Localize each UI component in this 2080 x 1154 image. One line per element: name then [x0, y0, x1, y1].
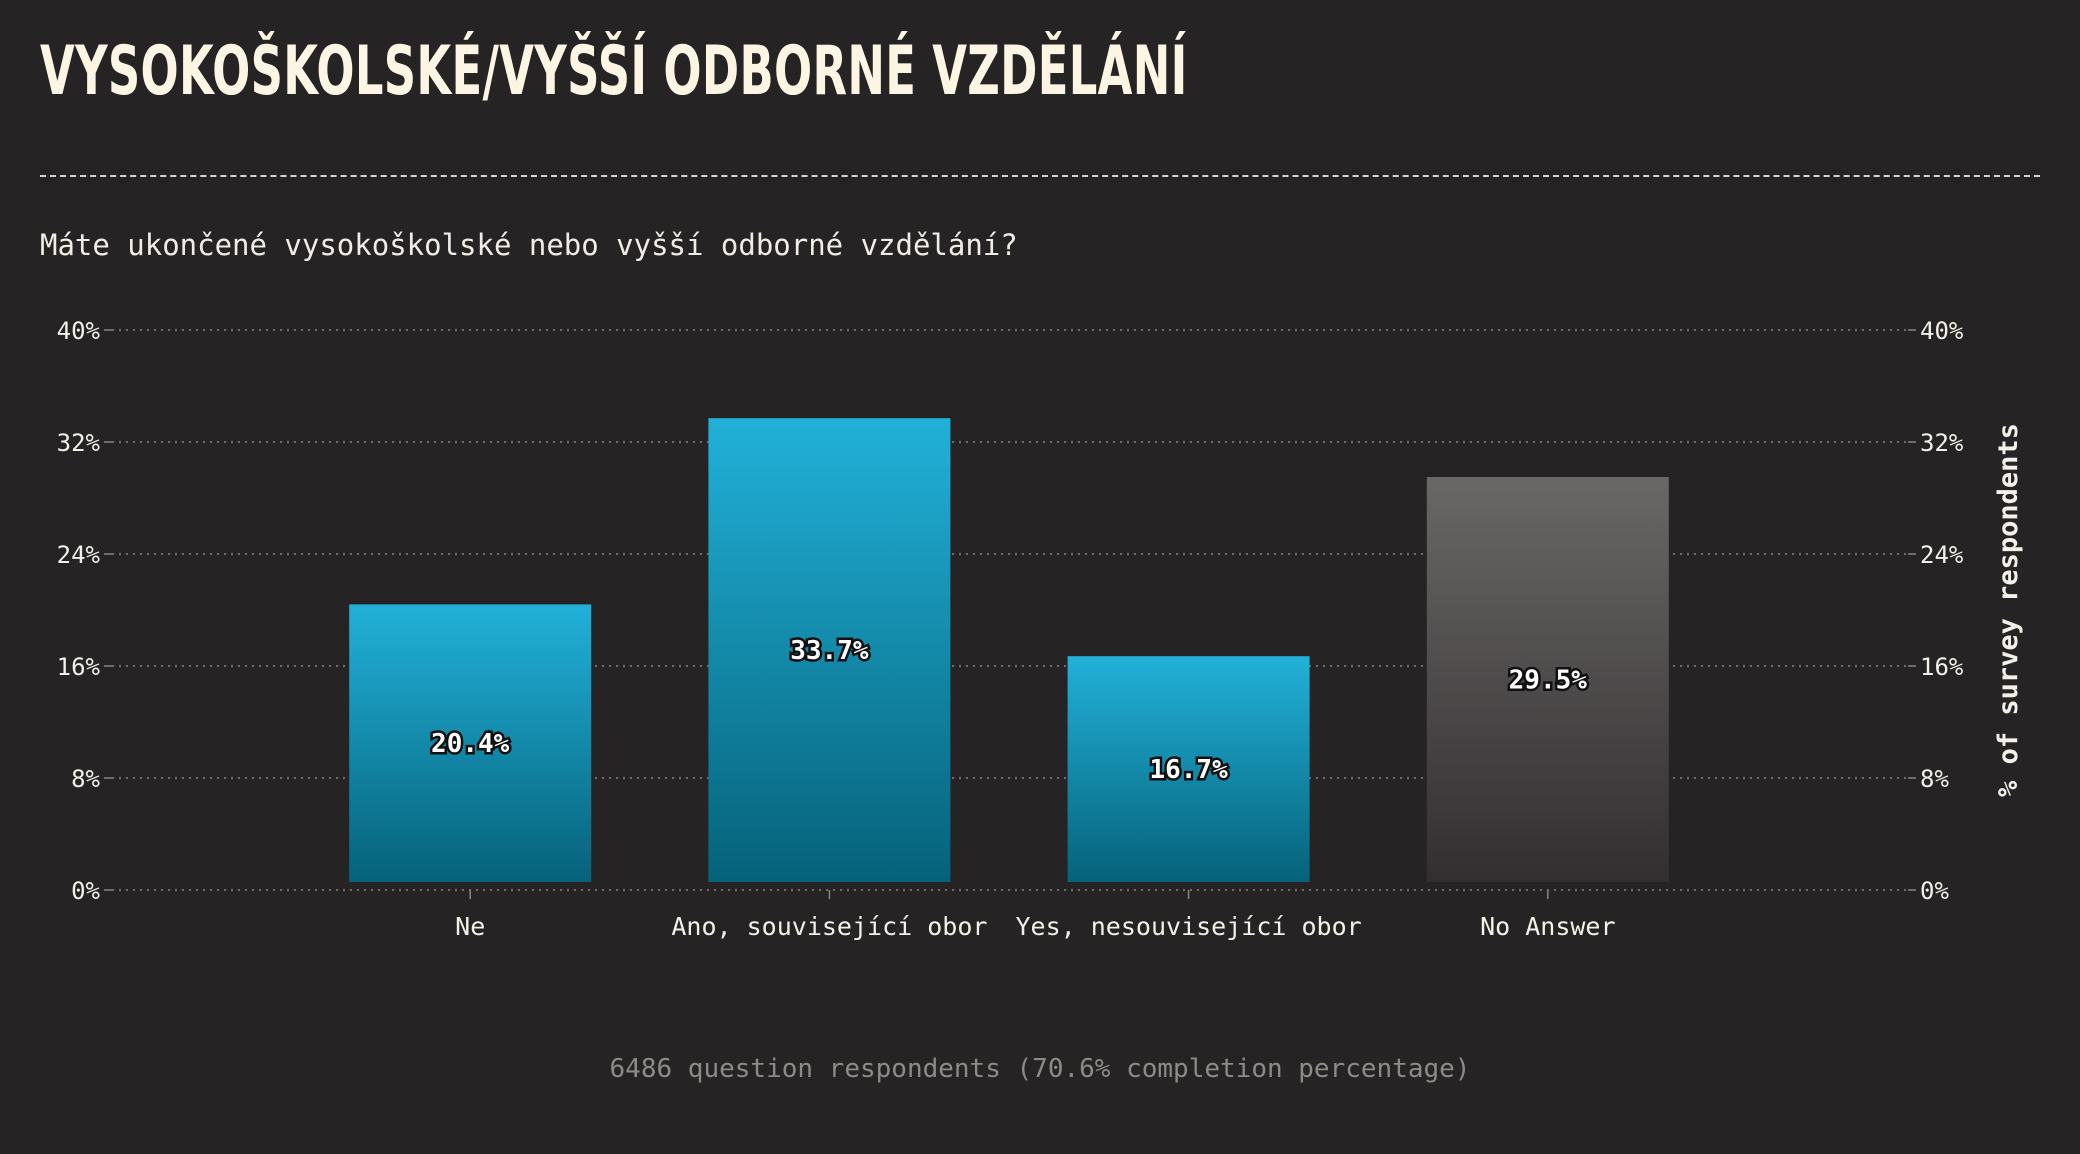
y-axis-label: % of survey respondents: [1993, 423, 2024, 797]
bar: [708, 418, 951, 882]
bar: [1067, 656, 1310, 882]
x-tick-label: Ne: [455, 912, 485, 941]
page-title: VYSOKOŠKOLSKÉ/VYŠŠÍ ODBORNÉ VZDĚLÁNÍ: [40, 32, 1188, 111]
bars: [349, 418, 1669, 882]
x-tick-label: Yes, nesouvisející obor: [1016, 912, 1362, 941]
bar: [349, 604, 592, 882]
y-tick-label: 32%: [57, 429, 101, 457]
y-tick-label: 0%: [1920, 877, 1949, 905]
y-tick-label: 16%: [1920, 653, 1964, 681]
data-label: 20.4%: [431, 729, 510, 759]
y-tick-label: 16%: [57, 653, 101, 681]
data-label: 29.5%: [1509, 666, 1588, 696]
y-axis-right: 0% 8% 16% 24% 32% 40%: [1908, 317, 1964, 905]
respondents-note: 6486 question respondents (70.6% complet…: [609, 1054, 1471, 1084]
y-tick-label: 8%: [71, 765, 100, 793]
y-tick-label: 32%: [1920, 429, 1964, 457]
data-label: 33.7%: [790, 636, 869, 666]
y-tick-label: 24%: [57, 541, 101, 569]
grid-lines: [112, 329, 1908, 891]
chart-question: Máte ukončené vysokoškolské nebo vyšší o…: [40, 228, 1018, 262]
x-tick-label: No Answer: [1480, 912, 1615, 941]
y-tick-label: 8%: [1920, 765, 1949, 793]
title-divider: [40, 175, 2040, 177]
x-axis: Ne Ano, související obor Yes, nesouvisejíc…: [455, 890, 1616, 941]
y-tick-label: 40%: [57, 317, 101, 345]
y-tick-label: 0%: [71, 877, 100, 905]
data-labels: 20.4% 33.7% 16.7% 29.5%: [429, 634, 1590, 788]
y-axis-left: 0% 8% 16% 24% 32% 40%: [57, 317, 112, 905]
data-label: 16.7%: [1149, 755, 1228, 785]
x-tick-label: Ano, související obor: [671, 912, 987, 941]
y-tick-label: 24%: [1920, 541, 1964, 569]
bar: [1426, 477, 1669, 882]
y-tick-label: 40%: [1920, 317, 1964, 345]
